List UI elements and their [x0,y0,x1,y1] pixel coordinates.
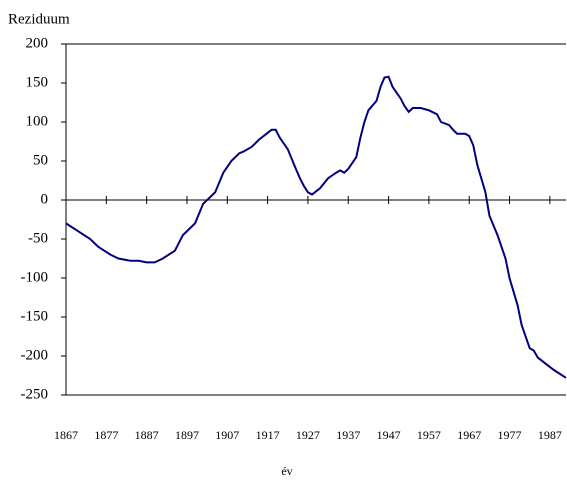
x-tick-label: 1897 [175,428,199,442]
x-tick-label: 1887 [135,428,159,442]
x-tick-label: 1917 [256,428,280,442]
y-tick-label: 50 [33,152,48,168]
y-tick-label: -200 [21,347,49,363]
x-tick-label: 1957 [417,428,441,442]
x-tick-label: 1927 [296,428,320,442]
y-tick-label: -150 [21,308,49,324]
y-axis-title: Reziduum [8,11,70,27]
y-tick-label: -50 [28,230,48,246]
x-axis-title: év [281,464,292,478]
y-tick-label: -100 [21,269,49,285]
x-tick-label: 1947 [377,428,401,442]
y-tick-label: 0 [41,191,49,207]
x-tick-label: 1977 [498,428,522,442]
y-tick-label: -250 [21,386,49,402]
y-tick-label: 150 [26,74,49,90]
x-tick-label: 1907 [215,428,239,442]
y-tick-label: 200 [26,35,49,51]
x-tick-label: 1967 [457,428,481,442]
x-tick-label: 1937 [336,428,360,442]
data-line [65,75,567,379]
x-tick-label: 1987 [538,428,562,442]
x-tick-label: 1867 [54,428,78,442]
x-tick-label: 1877 [94,428,118,442]
y-tick-label: 100 [26,113,49,129]
